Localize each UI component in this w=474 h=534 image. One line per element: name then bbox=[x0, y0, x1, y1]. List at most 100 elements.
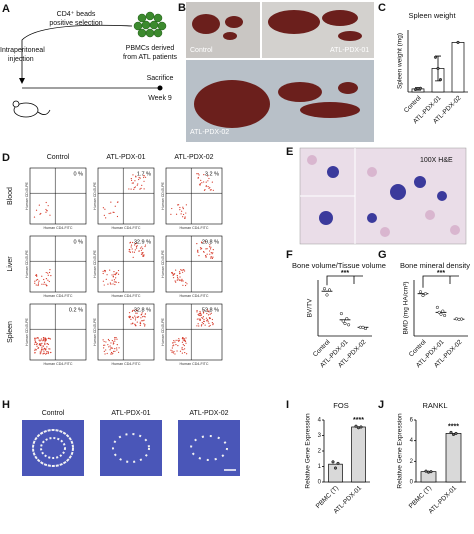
y-axis-label: BV/TV bbox=[307, 298, 314, 317]
event-dot bbox=[144, 176, 147, 178]
event-dot bbox=[46, 210, 48, 212]
event-dot bbox=[143, 319, 145, 321]
data-point bbox=[363, 326, 368, 331]
plot-frame bbox=[97, 235, 155, 293]
event-dot bbox=[208, 322, 210, 325]
event-dot bbox=[200, 248, 202, 250]
event-dot bbox=[209, 186, 211, 189]
event-dot bbox=[39, 343, 41, 345]
event-dot bbox=[43, 352, 45, 354]
event-dot bbox=[43, 281, 46, 283]
gate-percentage: 0 % bbox=[74, 239, 84, 245]
event-dot bbox=[178, 279, 180, 281]
event-dot bbox=[142, 252, 144, 254]
event-dot bbox=[185, 204, 187, 206]
event-dot bbox=[42, 340, 44, 342]
event-dot bbox=[103, 347, 105, 349]
event-dot bbox=[184, 217, 186, 219]
event-dot bbox=[172, 274, 174, 276]
event-dot bbox=[202, 316, 205, 318]
event-dot bbox=[196, 318, 198, 320]
event-dot bbox=[210, 251, 212, 254]
event-dot bbox=[186, 353, 188, 355]
event-dot bbox=[181, 346, 183, 349]
event-dot bbox=[177, 345, 179, 347]
event-dot bbox=[204, 189, 206, 191]
event-dot bbox=[37, 278, 39, 281]
event-dot bbox=[206, 248, 208, 250]
event-dot bbox=[112, 283, 114, 285]
event-dot bbox=[45, 201, 47, 204]
label: Intraperitoneal bbox=[0, 47, 45, 54]
event-dot bbox=[197, 173, 199, 175]
event-dot bbox=[132, 182, 134, 184]
panel-label: A bbox=[2, 3, 10, 15]
event-dot bbox=[43, 283, 45, 285]
event-dot bbox=[45, 283, 47, 285]
data-point bbox=[454, 431, 458, 435]
event-dot bbox=[202, 322, 204, 325]
event-dot bbox=[137, 316, 139, 319]
event-dot bbox=[179, 276, 181, 278]
data-point bbox=[459, 317, 464, 321]
event-dot bbox=[171, 347, 173, 349]
event-dot bbox=[172, 352, 175, 354]
flow-plot: 32.9 % Human CD4-FITC Human CD45-PE bbox=[93, 235, 155, 298]
data-point bbox=[421, 294, 425, 298]
event-dot bbox=[49, 214, 51, 216]
event-dot bbox=[135, 242, 138, 244]
event-dot bbox=[182, 216, 184, 218]
event-dot bbox=[117, 273, 120, 275]
data-point bbox=[454, 317, 459, 321]
event-dot bbox=[138, 176, 140, 179]
event-dot bbox=[181, 337, 183, 340]
event-dot bbox=[35, 209, 38, 211]
event-dot bbox=[45, 285, 48, 287]
event-dot bbox=[141, 253, 143, 255]
event-dot bbox=[136, 321, 138, 323]
event-dot bbox=[141, 312, 143, 314]
event-dot bbox=[143, 175, 145, 177]
event-dot bbox=[197, 251, 199, 253]
event-dot bbox=[174, 341, 176, 343]
event-dot bbox=[108, 346, 110, 348]
event-dot bbox=[171, 207, 173, 210]
x-tick-label: PBMC (T) bbox=[408, 485, 433, 510]
data-point bbox=[413, 87, 418, 92]
y-axis-label: Relative Gene Expression bbox=[305, 413, 312, 489]
event-dot bbox=[137, 183, 139, 185]
event-dot bbox=[46, 346, 48, 348]
event-dot bbox=[182, 339, 184, 341]
event-dot bbox=[203, 310, 205, 312]
event-dot bbox=[108, 212, 110, 215]
event-dot bbox=[209, 244, 211, 246]
event-dot bbox=[34, 282, 36, 284]
event-dot bbox=[116, 201, 119, 203]
event-dot bbox=[142, 248, 144, 250]
event-dot bbox=[106, 352, 108, 355]
gate-percentage: 52.8 % bbox=[202, 307, 219, 313]
event-dot bbox=[48, 348, 50, 350]
flow-plot: 0 % Human CD4-FITC Human CD45-PE bbox=[25, 167, 87, 230]
event-dot bbox=[206, 309, 209, 311]
event-dot bbox=[134, 319, 137, 321]
image-label: ATL-PDX-01 bbox=[111, 410, 150, 417]
event-dot bbox=[196, 243, 198, 245]
event-dot bbox=[134, 324, 136, 326]
event-dot bbox=[182, 337, 185, 339]
panel-label: H bbox=[2, 399, 10, 411]
event-dot bbox=[130, 318, 132, 320]
microct-h: Control ATL-PDX-01 ATL-PDX-02 bbox=[22, 410, 240, 476]
data-point bbox=[358, 325, 363, 329]
event-dot bbox=[113, 271, 115, 273]
event-dot bbox=[114, 273, 117, 276]
gate-percentage: 32.9 % bbox=[134, 239, 151, 245]
event-dot bbox=[34, 352, 36, 354]
y-tick-label: 1 bbox=[318, 464, 322, 470]
event-dot bbox=[41, 348, 43, 350]
event-dot bbox=[201, 316, 203, 319]
y-axis-label: Relative Gene Expression bbox=[397, 413, 404, 489]
chart-title: RANKL bbox=[422, 401, 447, 410]
event-dot bbox=[176, 275, 178, 277]
event-dot bbox=[134, 243, 137, 245]
